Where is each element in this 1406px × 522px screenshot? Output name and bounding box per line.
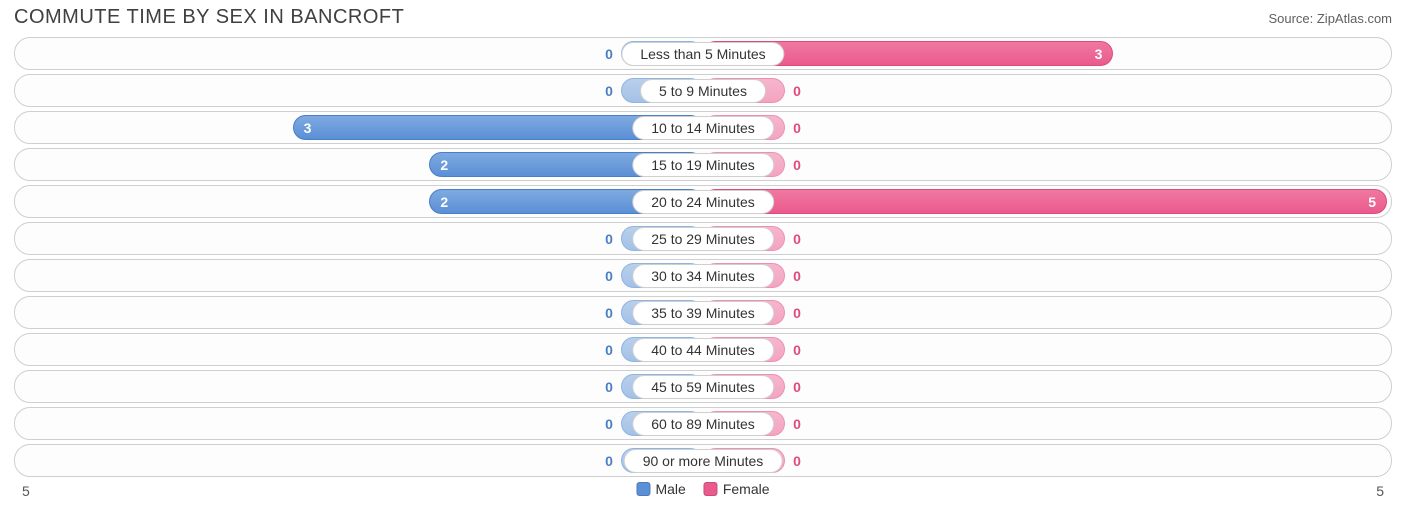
category-label: 30 to 34 Minutes [632, 264, 774, 288]
value-female: 0 [793, 157, 801, 173]
chart-rows: 0 3 Less than 5 Minutes 0 0 5 to 9 Minutes 3 0 1… [10, 35, 1396, 477]
chart-footer: 5 Male Female 5 [10, 481, 1396, 505]
value-male: 0 [605, 268, 613, 284]
value-male: 2 [440, 194, 448, 210]
chart-row: 0 0 90 or more Minutes [14, 444, 1392, 477]
header: COMMUTE TIME BY SEX IN BANCROFT Source: … [10, 6, 1396, 35]
category-label: 10 to 14 Minutes [632, 116, 774, 140]
category-label: Less than 5 Minutes [621, 42, 784, 66]
chart-row: 0 0 40 to 44 Minutes [14, 333, 1392, 366]
value-male: 0 [605, 305, 613, 321]
category-label: 35 to 39 Minutes [632, 301, 774, 325]
value-female: 0 [793, 120, 801, 136]
category-label: 25 to 29 Minutes [632, 227, 774, 251]
category-label: 20 to 24 Minutes [632, 190, 774, 214]
category-label: 90 or more Minutes [624, 449, 783, 473]
axis-label-left: 5 [22, 483, 30, 499]
value-female: 0 [793, 453, 801, 469]
chart-row: 3 0 10 to 14 Minutes [14, 111, 1392, 144]
value-female: 0 [793, 416, 801, 432]
value-male: 0 [605, 416, 613, 432]
swatch-male-icon [636, 482, 650, 496]
chart-row: 2 0 15 to 19 Minutes [14, 148, 1392, 181]
chart-title: COMMUTE TIME BY SEX IN BANCROFT [14, 6, 404, 29]
value-male: 0 [605, 83, 613, 99]
chart-row: 0 0 30 to 34 Minutes [14, 259, 1392, 292]
value-male: 0 [605, 453, 613, 469]
value-male: 0 [605, 46, 613, 62]
bar-female: 5 [703, 189, 1387, 214]
legend: Male Female [636, 481, 769, 497]
value-female: 0 [793, 305, 801, 321]
chart-source: Source: ZipAtlas.com [1268, 11, 1392, 26]
category-label: 60 to 89 Minutes [632, 412, 774, 436]
legend-item-female: Female [704, 481, 770, 497]
value-female: 0 [793, 268, 801, 284]
chart-row: 0 0 60 to 89 Minutes [14, 407, 1392, 440]
chart-row: 0 0 45 to 59 Minutes [14, 370, 1392, 403]
value-female: 5 [1368, 194, 1376, 210]
chart-row: 0 0 35 to 39 Minutes [14, 296, 1392, 329]
category-label: 15 to 19 Minutes [632, 153, 774, 177]
value-female: 3 [1095, 46, 1103, 62]
chart-container: COMMUTE TIME BY SEX IN BANCROFT Source: … [0, 0, 1406, 522]
axis-label-right: 5 [1376, 483, 1384, 499]
value-male: 0 [605, 379, 613, 395]
chart-row: 0 3 Less than 5 Minutes [14, 37, 1392, 70]
chart-row: 2 5 20 to 24 Minutes [14, 185, 1392, 218]
value-male: 0 [605, 231, 613, 247]
value-female: 0 [793, 342, 801, 358]
legend-label-female: Female [723, 481, 770, 497]
value-male: 3 [304, 120, 312, 136]
category-label: 45 to 59 Minutes [632, 375, 774, 399]
category-label: 5 to 9 Minutes [640, 79, 766, 103]
value-female: 0 [793, 83, 801, 99]
legend-item-male: Male [636, 481, 685, 497]
value-male: 2 [440, 157, 448, 173]
value-male: 0 [605, 342, 613, 358]
chart-row: 0 0 5 to 9 Minutes [14, 74, 1392, 107]
value-female: 0 [793, 231, 801, 247]
legend-label-male: Male [655, 481, 685, 497]
category-label: 40 to 44 Minutes [632, 338, 774, 362]
chart-row: 0 0 25 to 29 Minutes [14, 222, 1392, 255]
value-female: 0 [793, 379, 801, 395]
swatch-female-icon [704, 482, 718, 496]
